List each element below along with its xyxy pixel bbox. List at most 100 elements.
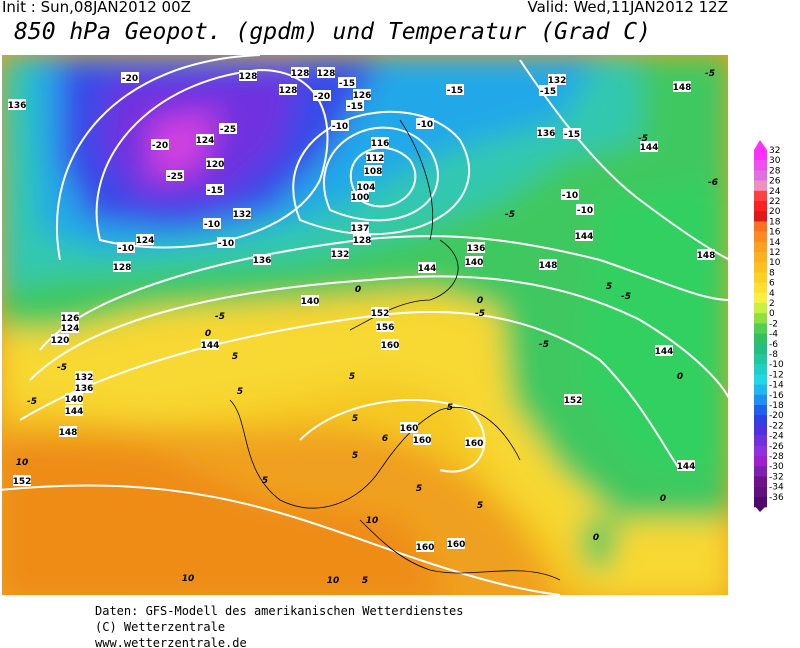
- contour-label: 144: [418, 264, 437, 274]
- legend-tick-label: -16: [769, 391, 784, 401]
- contour-label: 132: [548, 76, 567, 86]
- contour-label: 0: [593, 533, 599, 543]
- label-box: [331, 120, 349, 131]
- contour-label: 128: [239, 72, 258, 82]
- contour-label: 10: [366, 516, 379, 526]
- contour-label: 108: [364, 167, 383, 177]
- legend-band: [754, 323, 767, 334]
- label-box: [301, 295, 319, 306]
- label-box: [291, 67, 309, 78]
- label-box: [655, 345, 673, 356]
- legend-tick-label: -10: [769, 360, 784, 370]
- contour-label: 112: [366, 154, 385, 164]
- contour-label: 148: [697, 251, 716, 261]
- contour-label: 128: [291, 69, 310, 79]
- legend-band: [754, 425, 767, 436]
- legend-tick-label: -18: [769, 401, 784, 411]
- label-box: [416, 118, 434, 129]
- contour-label: 136: [537, 129, 556, 139]
- contour-label: -5: [621, 292, 631, 302]
- contour-label: -10: [332, 122, 348, 132]
- label-box: [239, 70, 257, 81]
- label-box: [313, 90, 331, 101]
- legend-tick-label: 0: [769, 309, 775, 319]
- coastlines: [229, 119, 561, 581]
- label-box: [351, 191, 369, 202]
- legend-tick-label: -34: [769, 483, 784, 493]
- label-box: [65, 405, 83, 416]
- legend-tick-label: 8: [769, 268, 775, 278]
- contour-label: 152: [564, 396, 583, 406]
- contour-label: -25: [220, 125, 236, 135]
- contour-label: 148: [539, 261, 558, 271]
- contour-label: 0: [205, 329, 211, 339]
- contour-label: 160: [413, 436, 432, 446]
- contour-label: 128: [113, 263, 132, 273]
- contour-label: 0: [477, 296, 483, 306]
- contour-label: -10: [417, 120, 433, 130]
- contour-label: 140: [65, 395, 84, 405]
- contour-label: -20: [122, 74, 138, 84]
- legend-band: [754, 272, 767, 283]
- contour-label: 144: [201, 341, 220, 351]
- contour-label: -15: [564, 130, 580, 140]
- contour-label: -5: [638, 134, 648, 144]
- label-box: [201, 339, 219, 350]
- legend-band: [754, 405, 767, 416]
- legend-band: [754, 343, 767, 355]
- legend-tick-label: 30: [769, 156, 781, 166]
- legend-tick-label: -24: [769, 432, 784, 442]
- legend-tick-label: -28: [769, 452, 784, 462]
- legend-tick-label: 20: [769, 207, 781, 217]
- contour-label: 120: [206, 160, 225, 170]
- legend-band: [754, 384, 767, 396]
- legend-band: [754, 221, 767, 232]
- label-box: [697, 249, 715, 260]
- contour-label: 5: [237, 387, 243, 397]
- contour-label: 5: [232, 352, 238, 362]
- contour-label: 136: [253, 256, 272, 266]
- label-box: [217, 237, 235, 248]
- contour-label: 104: [357, 183, 376, 193]
- legend-band: [754, 303, 767, 314]
- legend-tick-label: 4: [769, 289, 775, 299]
- legend-tick-label: -4: [769, 330, 778, 340]
- contour-label: 124: [136, 236, 155, 246]
- contour-label: 0: [677, 372, 683, 382]
- contour-label: 140: [465, 258, 484, 268]
- legend-band: [754, 476, 767, 487]
- label-box: [117, 242, 135, 253]
- label-box: [467, 242, 485, 253]
- legend-band: [754, 231, 767, 243]
- legend-band: [754, 201, 767, 212]
- label-box: [253, 254, 271, 265]
- label-box: [65, 393, 83, 404]
- label-box: [151, 139, 169, 150]
- init-time: Init : Sun,08JAN2012 00Z: [2, 0, 191, 16]
- legend-band: [754, 252, 767, 263]
- contour-label: -10: [204, 220, 220, 230]
- contour-label: 160: [400, 424, 419, 434]
- contour-label: 10: [327, 576, 340, 586]
- contour-label: 160: [381, 341, 400, 351]
- legend-band: [754, 374, 767, 385]
- label-box: [413, 434, 431, 445]
- contour-label: -10: [562, 191, 578, 201]
- legend-tick-label: 6: [769, 279, 775, 289]
- contour-label: 126: [353, 91, 372, 101]
- label-box: [371, 307, 389, 318]
- legend-tick-label: -32: [769, 472, 784, 482]
- contour-label: 128: [317, 69, 336, 79]
- contour-label: -10: [218, 239, 234, 249]
- label-box: [331, 248, 349, 259]
- legend-tick-label: -6: [769, 340, 778, 350]
- contour-label: 160: [447, 540, 466, 550]
- legend-tick-label: 2: [769, 299, 775, 309]
- contour-label: 132: [75, 373, 94, 383]
- contour-label: -15: [540, 87, 556, 97]
- contour-label: 144: [655, 347, 674, 357]
- legend-band: [754, 354, 767, 365]
- legend-tick-label: -14: [769, 381, 784, 391]
- label-box: [465, 437, 483, 448]
- contour-label: 5: [477, 501, 483, 511]
